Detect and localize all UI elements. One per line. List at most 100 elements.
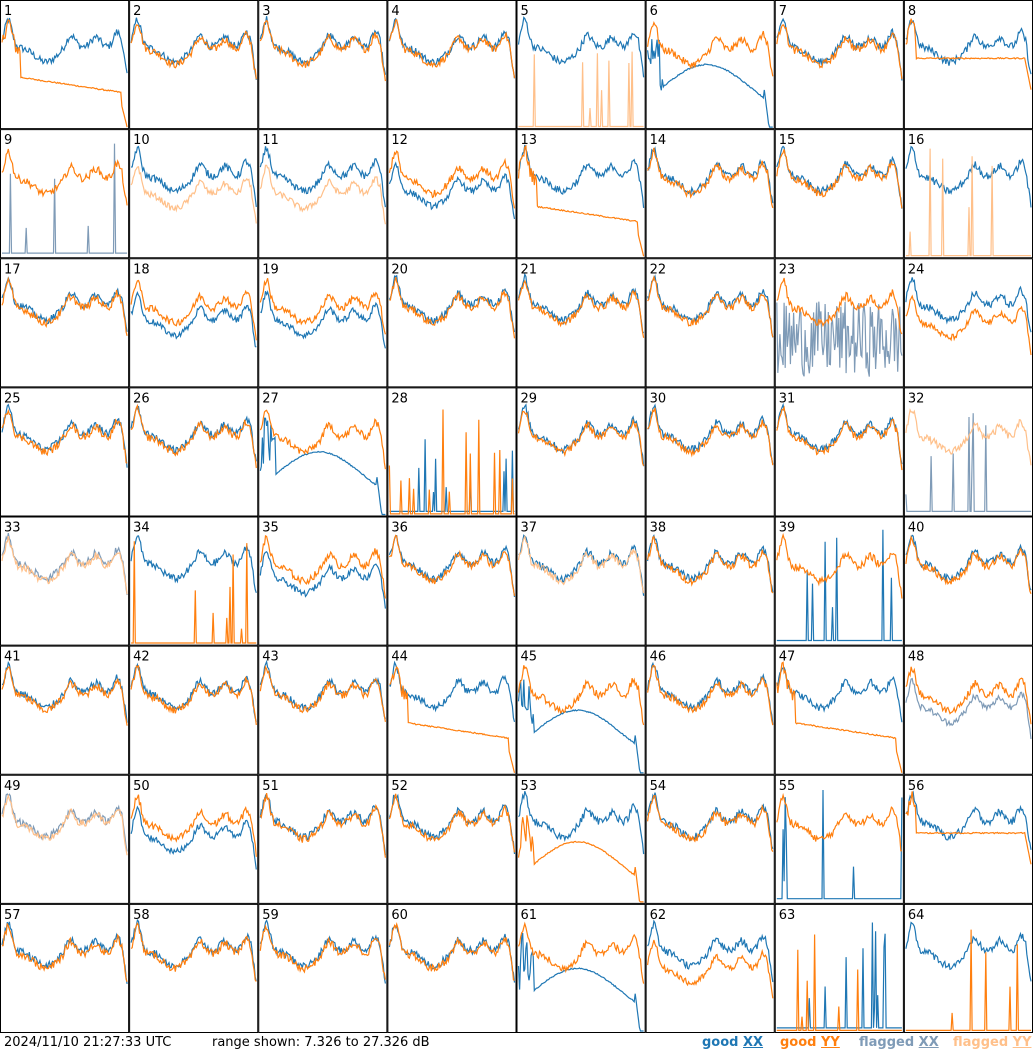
panel-1: 1	[0, 0, 130, 130]
panel-30-label: 30	[650, 391, 667, 406]
panel-45-label: 45	[521, 650, 538, 665]
panel-41-border	[0, 645, 130, 775]
panel-50-xx-line	[130, 805, 257, 870]
panel-40: 40	[903, 516, 1033, 646]
panel-19-border	[258, 258, 388, 388]
panel-14-border	[645, 129, 775, 259]
panel-18-border	[129, 258, 259, 388]
legend-good-yy-pol: YY	[821, 1035, 840, 1050]
panel-55-label: 55	[779, 779, 796, 794]
panel-26-yy-line	[130, 403, 257, 469]
panel-6-border	[645, 0, 775, 130]
panel-38: 38	[645, 516, 775, 646]
panel-45-xx-line	[517, 679, 644, 774]
panel-53: 53	[516, 774, 646, 904]
panel-64-xx-line	[905, 921, 1032, 982]
panel-23-xx-line	[776, 301, 903, 377]
panel-53-border	[516, 774, 646, 904]
panel-25-yy-line	[1, 408, 128, 464]
panel-7-label: 7	[779, 4, 787, 19]
panel-41-label: 41	[4, 650, 21, 665]
panel-45-border	[516, 645, 646, 775]
panel-16: 16	[903, 129, 1033, 259]
panel-62-label: 62	[650, 908, 667, 923]
panel-11-xx-line	[259, 146, 386, 208]
panel-20-yy-line	[389, 276, 516, 339]
panel-37: 37	[516, 516, 646, 646]
panel-9: 9	[0, 129, 130, 259]
panel-43-yy-line	[259, 665, 386, 723]
panel-38-yy-line	[647, 535, 774, 594]
panel-6-label: 6	[650, 4, 658, 19]
panel-5-border	[516, 0, 646, 130]
panel-15-yy-line	[776, 149, 903, 209]
panel-2-label: 2	[133, 4, 141, 19]
panel-56: 56	[903, 774, 1033, 904]
panel-19-xx-line	[260, 290, 386, 349]
panel-17-label: 17	[4, 262, 21, 277]
panel-11-border	[258, 129, 388, 259]
panel-35: 35	[258, 516, 388, 646]
panel-40-yy-line	[905, 535, 1032, 594]
panel-22-label: 22	[650, 262, 667, 277]
panel-35-xx-line	[259, 551, 386, 609]
panel-62-xx-line	[647, 919, 774, 983]
panel-53-xx-line	[518, 791, 645, 855]
panel-9-yy-line	[1, 148, 128, 206]
panel-9-label: 9	[4, 133, 12, 148]
panel-21: 21	[516, 258, 646, 388]
panel-36-yy-line	[388, 534, 516, 597]
panel-30: 30	[645, 387, 775, 517]
panel-59-border	[258, 903, 388, 1033]
panel-42-label: 42	[133, 650, 150, 665]
panel-8-xx-line	[905, 20, 1032, 75]
panel-43-xx-line	[259, 659, 386, 720]
panel-35-yy-line	[259, 535, 386, 599]
panel-49-yy-line	[1, 793, 128, 856]
panel-2-yy-line	[130, 24, 257, 80]
panel-40-border	[903, 516, 1033, 646]
panel-50-border	[129, 774, 259, 904]
panel-11-label: 11	[262, 133, 279, 148]
panel-12: 12	[387, 129, 517, 259]
panel-17-border	[0, 258, 130, 388]
legend-flagged-yy-prefix: flagged	[953, 1035, 1013, 1050]
panel-24-xx-line	[905, 277, 1032, 333]
panel-14-yy-line	[647, 147, 774, 209]
panel-58-xx-line	[130, 918, 257, 982]
panel-23-label: 23	[779, 262, 796, 277]
legend-good-xx-prefix: good	[702, 1035, 743, 1050]
panel-33-border	[0, 516, 130, 646]
panel-48-xx-line	[905, 677, 1032, 739]
panel-62: 62	[645, 903, 775, 1033]
panel-52-yy-line	[388, 793, 516, 853]
panel-9-border	[0, 129, 130, 259]
panel-23-border	[774, 258, 904, 388]
panel-37-border	[516, 516, 646, 646]
panel-3-yy-line	[259, 19, 386, 82]
legend-flagged-yy: flagged YY	[953, 1033, 1032, 1053]
panel-3-label: 3	[262, 4, 270, 19]
panel-11-yy-line	[259, 164, 386, 225]
panel-5-label: 5	[521, 4, 529, 19]
panel-40-xx-line	[905, 534, 1032, 591]
panel-18: 18	[129, 258, 259, 388]
panel-18-yy-line	[130, 279, 257, 341]
panel-28-border	[387, 387, 517, 517]
panel-55: 55	[774, 774, 904, 904]
panel-22: 22	[645, 258, 775, 388]
panel-35-label: 35	[262, 521, 279, 536]
panel-42-border	[129, 645, 259, 775]
panel-6-yy-line	[647, 21, 774, 77]
panel-61-label: 61	[521, 908, 538, 923]
panel-25: 25	[0, 387, 130, 517]
panel-29-yy-line	[517, 410, 645, 467]
panel-22-yy-line	[647, 275, 774, 338]
panel-10-label: 10	[133, 133, 150, 148]
panel-47: 47	[774, 645, 904, 775]
panel-19-yy-line	[259, 278, 386, 335]
panel-12-xx-line	[388, 161, 516, 220]
panel-53-yy-line	[517, 815, 644, 903]
panel-39-xx-line	[776, 529, 902, 642]
legend-flagged-yy-pol: YY	[1012, 1035, 1032, 1050]
